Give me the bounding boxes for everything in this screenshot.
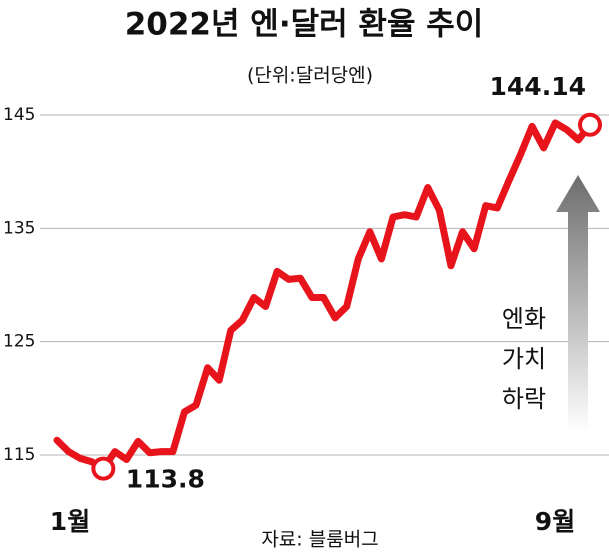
point-marker	[578, 112, 602, 137]
annotation: 하락	[502, 385, 546, 413]
arrow	[556, 175, 600, 432]
y-tick-label: 145	[3, 105, 35, 125]
grid	[40, 114, 609, 456]
line	[53, 119, 594, 473]
point-marker	[91, 456, 116, 481]
y-tick-label: 115	[3, 445, 35, 465]
x-tick-label: 1월	[50, 507, 90, 536]
y-tick-label: 125	[3, 332, 35, 352]
chart-title: 2022년 엔·달러 환율 추이	[125, 7, 484, 43]
value-label: 144.14	[490, 72, 586, 101]
value-label: 113.8	[126, 465, 205, 494]
annotation: 엔화	[502, 305, 546, 333]
y-tick-label: 135	[3, 218, 35, 238]
x-tick-label: 9월	[535, 507, 575, 536]
annotation: 가치	[502, 345, 546, 373]
chart-subtitle: (단위:달러당엔)	[247, 65, 373, 87]
source: 자료: 블룸버그	[261, 529, 378, 551]
